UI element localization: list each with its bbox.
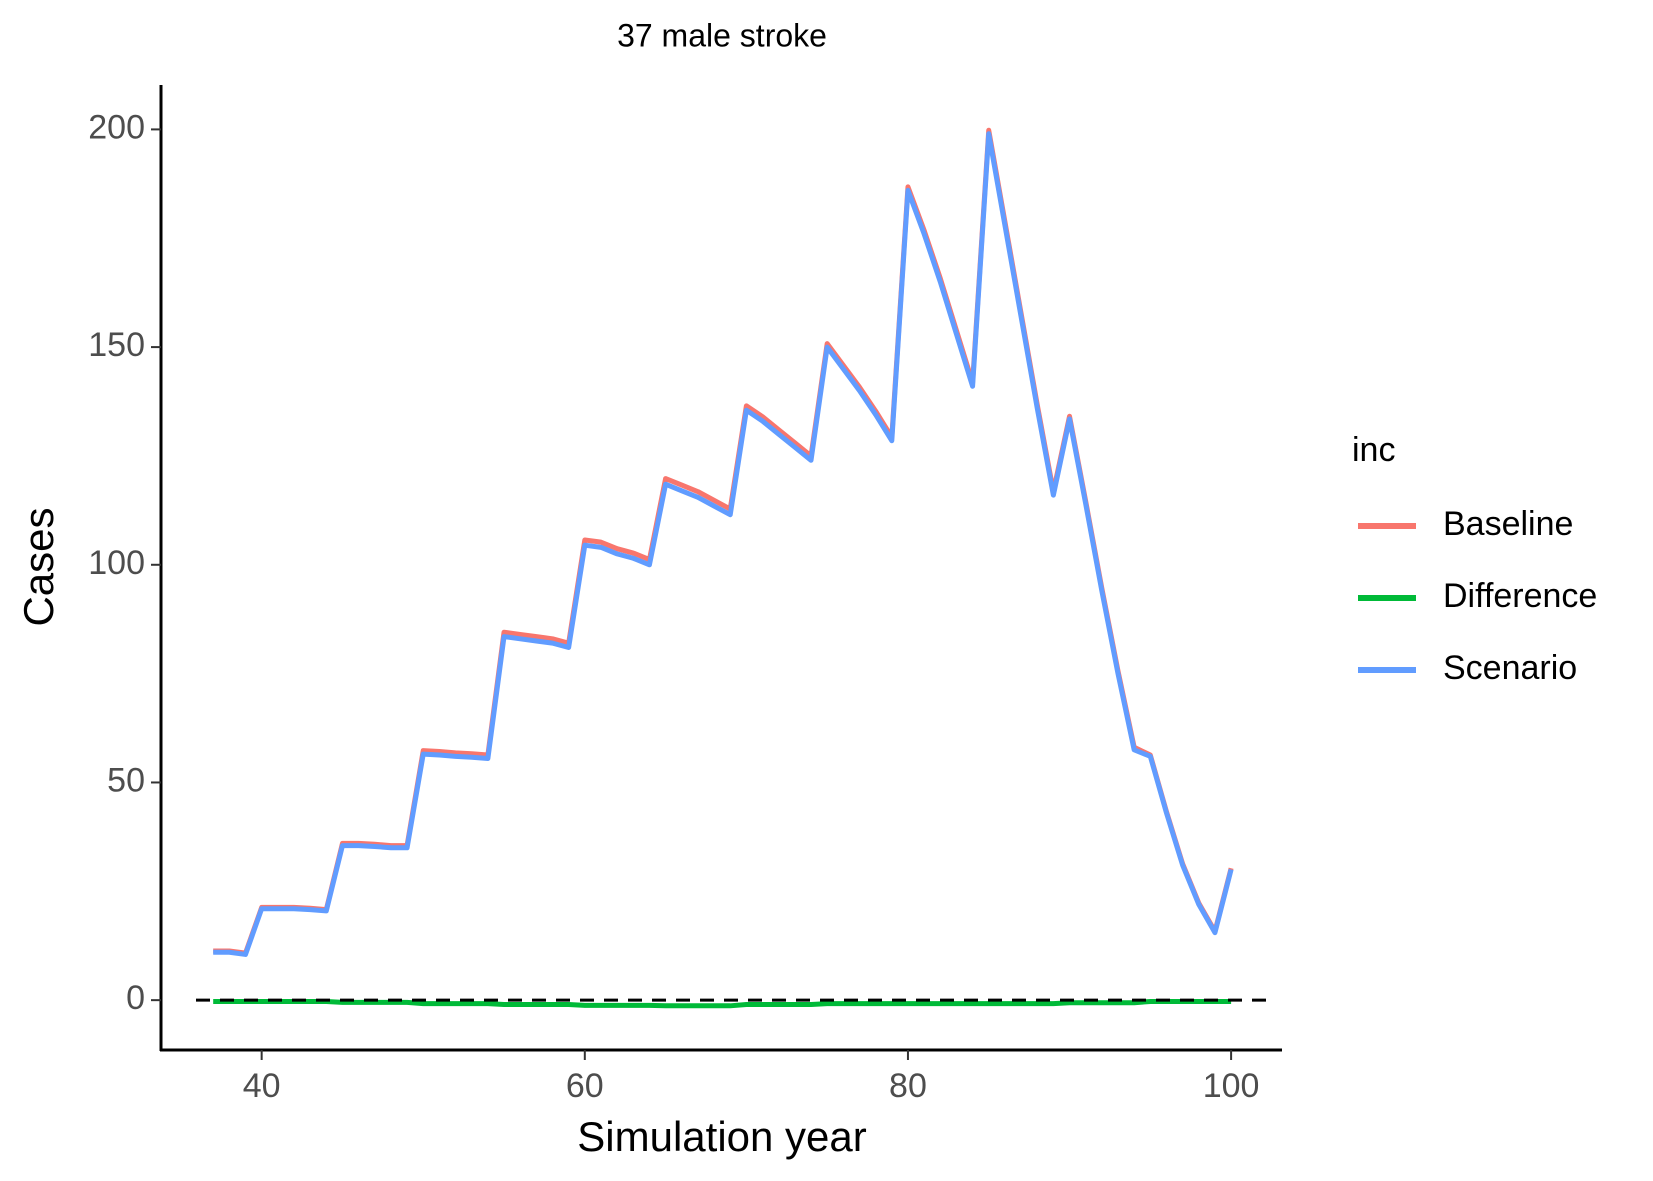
legend-title: inc xyxy=(1352,431,1395,469)
y-tick-label: 200 xyxy=(88,108,145,146)
series-line xyxy=(213,131,1234,957)
y-tick-label: 0 xyxy=(126,979,145,1017)
legend-label: Baseline xyxy=(1443,505,1573,543)
y-tick-label: 50 xyxy=(107,761,145,799)
y-axis-title: Cases xyxy=(15,507,62,626)
chart-title: 37 male stroke xyxy=(617,17,827,53)
legend-label: Difference xyxy=(1443,577,1597,615)
y-tick-label: 150 xyxy=(88,326,145,364)
x-axis-title: Simulation year xyxy=(577,1113,866,1160)
y-tick-label: 100 xyxy=(88,544,145,582)
x-tick-label: 40 xyxy=(243,1067,281,1105)
series-line xyxy=(213,127,1234,956)
series-line xyxy=(213,998,1232,1009)
x-tick-label: 60 xyxy=(566,1067,604,1105)
x-tick-label: 80 xyxy=(889,1067,927,1105)
x-tick-label: 100 xyxy=(1203,1067,1260,1105)
legend-label: Scenario xyxy=(1443,649,1577,687)
